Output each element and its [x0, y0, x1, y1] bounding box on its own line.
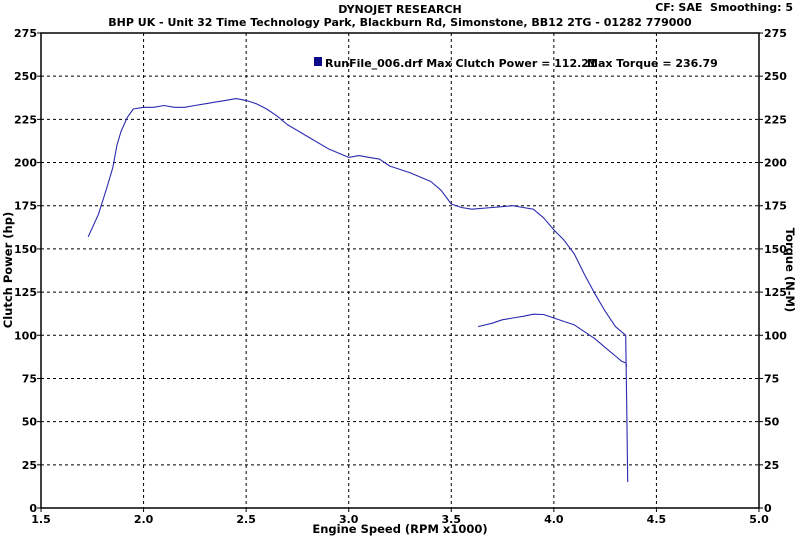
plot-frame: [40, 32, 760, 509]
left-axis-label: Clutch Power (hp): [1, 212, 15, 328]
right-axis-ticks: 0 25 50 75 100 125 150 175 200 225 250 275: [759, 27, 787, 515]
x-tick-label: 3.5: [442, 513, 462, 526]
x-tick-label: 1.5: [31, 513, 51, 526]
right-tick-label: 100: [764, 329, 787, 342]
grid: [41, 33, 759, 508]
power-series-line: [477, 313, 628, 367]
x-tick-label: 4.0: [544, 513, 564, 526]
left-tick-label: 125: [14, 286, 37, 299]
x-tick-label: 3.0: [339, 513, 359, 526]
left-tick-label: 50: [22, 416, 38, 429]
right-tick-label: 175: [764, 200, 787, 213]
left-tick-label: 150: [14, 243, 37, 256]
legend: RunFile_006.drf Max Clutch Power = 112.2…: [314, 57, 718, 70]
x-tick-label: 5.0: [749, 513, 769, 526]
right-axis-label: Torque (N-M): [783, 228, 797, 312]
series-group: [87, 98, 629, 483]
chart-title: DYNOJET RESEARCH: [338, 3, 461, 16]
left-tick-label: 75: [22, 372, 37, 385]
x-axis-label: Engine Speed (RPM x1000): [312, 522, 487, 536]
right-tick-label: 150: [764, 243, 787, 256]
legend-run-label: RunFile_006.drf Max Clutch Power = 112.2…: [325, 57, 597, 70]
left-tick-label: 200: [14, 157, 37, 170]
left-tick-label: 275: [14, 27, 37, 40]
settings-readout: CF: SAE Smoothing: 5: [655, 1, 793, 14]
right-tick-label: 75: [764, 372, 779, 385]
x-tick-label: 4.5: [647, 513, 667, 526]
x-tick-label: 2.0: [134, 513, 154, 526]
left-tick-label: 250: [14, 70, 37, 83]
x-tick-label: 2.5: [236, 513, 256, 526]
right-tick-label: 225: [764, 113, 787, 126]
right-tick-label: 0: [764, 502, 772, 515]
chart-subtitle: BHP UK - Unit 32 Time Technology Park, B…: [108, 16, 692, 29]
right-tick-label: 200: [764, 157, 787, 170]
left-tick-label: 100: [14, 329, 37, 342]
x-axis-ticks: 1.5 2.0 2.5 3.0 3.5 4.0 4.5 5.0: [31, 508, 769, 526]
left-axis-ticks: 0 25 50 75 100 125 150 175 200 225 250 275: [14, 27, 41, 515]
right-tick-label: 125: [764, 286, 787, 299]
left-tick-label: 25: [22, 459, 37, 472]
right-tick-label: 275: [764, 27, 787, 40]
right-tick-label: 25: [764, 459, 779, 472]
legend-swatch: [314, 57, 322, 66]
left-tick-label: 225: [14, 113, 37, 126]
right-tick-label: 250: [764, 70, 787, 83]
left-tick-label: 0: [29, 502, 37, 515]
left-tick-label: 175: [14, 200, 37, 213]
torque-series-line: [87, 98, 629, 483]
right-tick-label: 50: [764, 416, 780, 429]
legend-torque-label: Max Torque = 236.79: [587, 57, 718, 70]
